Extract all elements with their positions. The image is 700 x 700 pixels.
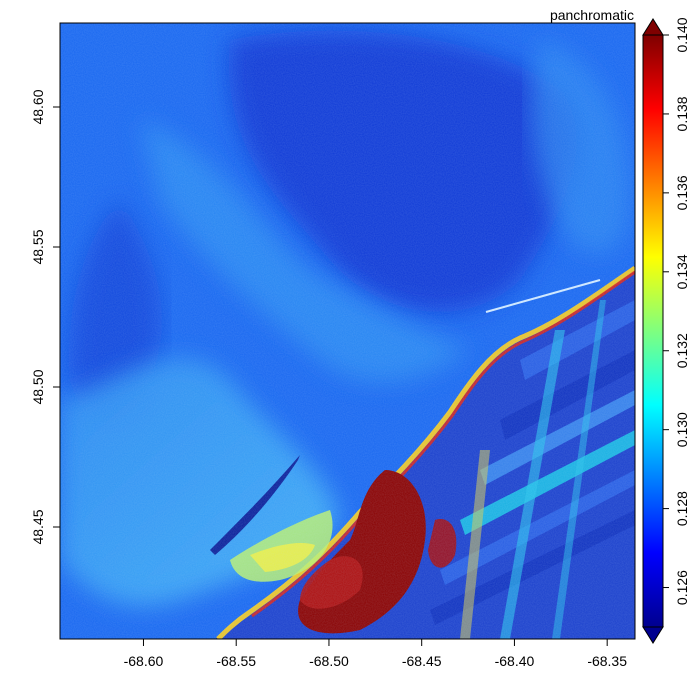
colorbar-tick-label: 0.134 xyxy=(674,254,690,289)
colorbar-tick-label: 0.140 xyxy=(674,17,690,52)
colorbar-extend-bottom xyxy=(642,626,664,644)
colorbar-extend-top xyxy=(642,18,664,36)
colorbar: 0.126 0.128 0.130 0.132 0.134 0.136 0.138 0.140… xyxy=(550,7,690,644)
x-axis: -68.60 -68.55 -68.50 -68.45 -68.40 -68.35 xyxy=(124,639,627,669)
raster-noise xyxy=(60,23,635,639)
colorbar-tick-label: 0.126 xyxy=(674,570,690,605)
colorbar-tick-label: 0.132 xyxy=(674,333,690,368)
y-tick-label: 48.55 xyxy=(30,229,46,264)
x-tick-label: -68.45 xyxy=(402,653,442,669)
y-tick-label: 48.60 xyxy=(30,89,46,124)
x-tick-label: -68.55 xyxy=(216,653,256,669)
colorbar-tick-label: 0.136 xyxy=(674,175,690,210)
y-axis: 48.45 48.50 48.55 48.60 xyxy=(30,89,60,545)
colorbar-tick-label: 0.128 xyxy=(674,491,690,526)
y-tick-label: 48.50 xyxy=(30,369,46,404)
x-tick-label: -68.35 xyxy=(587,653,627,669)
x-tick-label: -68.60 xyxy=(124,653,164,669)
colorbar-tick-label: 0.130 xyxy=(674,412,690,447)
colorbar-title: panchromatic xyxy=(550,7,634,23)
y-tick-label: 48.45 xyxy=(30,509,46,544)
raster-image xyxy=(60,23,635,639)
x-tick-label: -68.50 xyxy=(309,653,349,669)
x-tick-label: -68.40 xyxy=(495,653,535,669)
plot-frame xyxy=(59,22,636,640)
colorbar-tick-label: 0.138 xyxy=(674,96,690,131)
colorbar-body xyxy=(642,34,664,628)
